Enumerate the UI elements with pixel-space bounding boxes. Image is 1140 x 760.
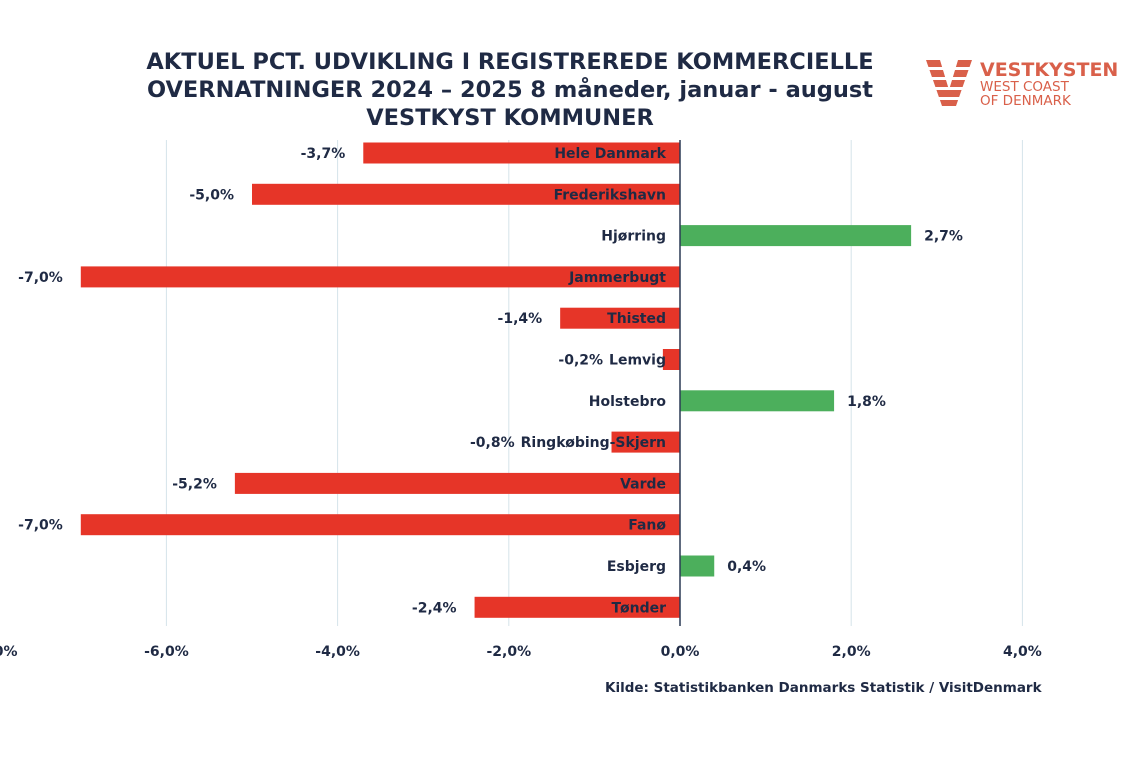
x-tick-label: -4,0% bbox=[315, 644, 360, 660]
bar bbox=[680, 225, 912, 247]
x-tick-label: 2,0% bbox=[832, 644, 871, 660]
bar bbox=[234, 472, 680, 494]
value-label: -7,0% bbox=[18, 518, 63, 534]
value-label: -3,7% bbox=[301, 146, 346, 162]
bar bbox=[611, 431, 680, 453]
logo-line-3: OF DENMARK bbox=[980, 93, 1071, 109]
value-label: -5,2% bbox=[172, 476, 217, 492]
x-tick-label: -6,0% bbox=[144, 644, 189, 660]
bar bbox=[680, 390, 835, 412]
category-label: Fanø bbox=[628, 518, 666, 534]
category-label: Esbjerg bbox=[607, 559, 666, 575]
category-label: Thisted bbox=[607, 311, 666, 327]
category-label: Frederikshavn bbox=[554, 187, 666, 203]
category-label: Hele Danmark bbox=[554, 146, 666, 162]
bar bbox=[474, 596, 680, 618]
x-tick-label: -8,0% bbox=[0, 644, 18, 660]
category-label: Lemvig bbox=[609, 353, 666, 369]
value-label: -0,8% bbox=[470, 435, 515, 451]
category-label: Ringkøbing-Skjern bbox=[521, 435, 666, 451]
chart-title: AKTUEL PCT. UDVIKLING I REGISTREREDE KOM… bbox=[100, 48, 920, 132]
title-line-1: AKTUEL PCT. UDVIKLING I REGISTREREDE KOM… bbox=[146, 49, 874, 75]
value-label: 0,4% bbox=[727, 559, 766, 575]
x-tick-label: 0,0% bbox=[661, 644, 700, 660]
category-label: Tønder bbox=[612, 600, 667, 616]
title-line-2: OVERNATNINGER 2024 – 2025 8 måneder, jan… bbox=[146, 77, 874, 103]
logo-name: VESTKYSTEN bbox=[980, 59, 1119, 81]
x-tick-label: 4,0% bbox=[1003, 644, 1042, 660]
category-label: Hjørring bbox=[601, 229, 666, 245]
category-label: Varde bbox=[620, 476, 666, 492]
value-label: -5,0% bbox=[189, 187, 234, 203]
source-note: Kilde: Statistikbanken Danmarks Statisti… bbox=[605, 680, 1042, 696]
bar bbox=[363, 142, 680, 164]
value-label: -0,2% bbox=[558, 353, 603, 369]
bar bbox=[252, 183, 680, 205]
vestkysten-logo: VESTKYSTEN WEST COAST OF DENMARK bbox=[926, 60, 1118, 108]
category-label: Jammerbugt bbox=[568, 270, 666, 286]
value-label: -2,4% bbox=[412, 600, 457, 616]
bar bbox=[80, 266, 681, 288]
logo-line-2: WEST COAST bbox=[980, 79, 1069, 95]
bar bbox=[80, 514, 681, 536]
bar bbox=[662, 349, 680, 370]
bar bbox=[560, 307, 680, 329]
title-line-3: VESTKYST KOMMUNER bbox=[366, 105, 654, 131]
value-label: 2,7% bbox=[924, 229, 963, 245]
category-label: Holstebro bbox=[589, 394, 667, 410]
value-label: 1,8% bbox=[847, 394, 886, 410]
bar bbox=[680, 555, 715, 577]
value-label: -1,4% bbox=[498, 311, 543, 327]
x-tick-label: -2,0% bbox=[486, 644, 531, 660]
v-logo-icon bbox=[926, 60, 972, 106]
value-label: -7,0% bbox=[18, 270, 63, 286]
